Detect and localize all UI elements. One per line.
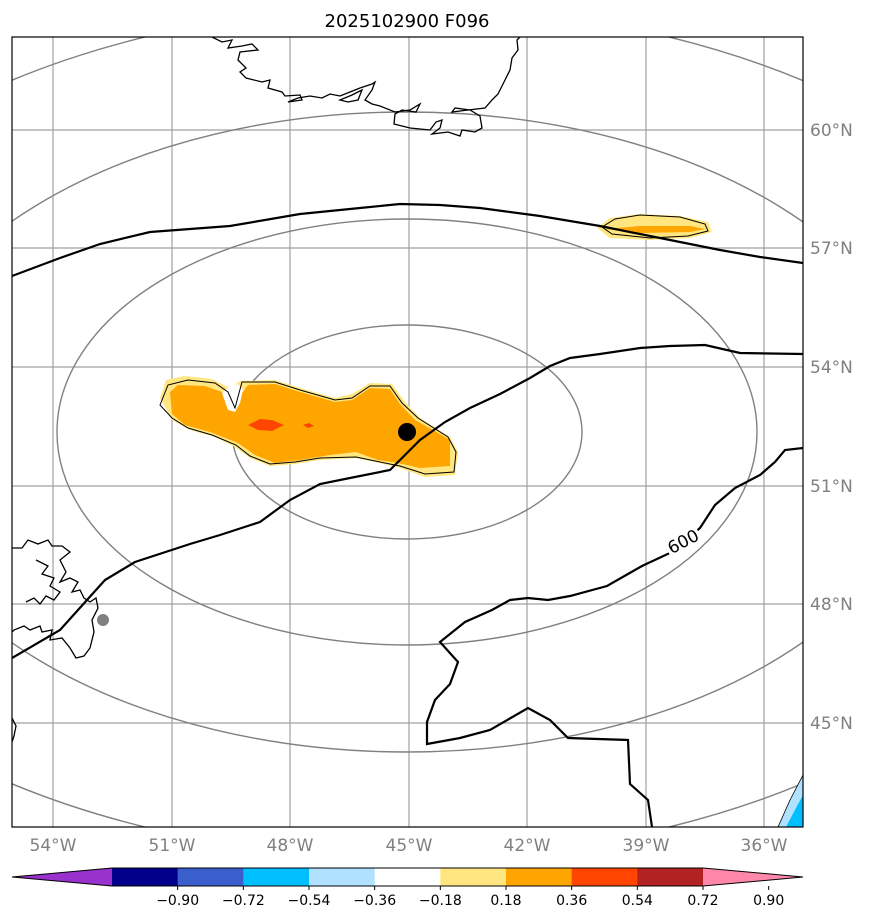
center-marker [398, 423, 416, 441]
anomaly-outline [159, 379, 457, 475]
lon-label-51w: 51°W [149, 836, 196, 856]
colorbar: −0.90 −0.72 −0.54 −0.36 −0.18 0.18 0.36 0.54 0.7… [11, 867, 804, 909]
colorbar-box [309, 868, 376, 886]
latitude-labels: 60°N 57°N 54°N 51°N 48°N 45°N [810, 121, 853, 734]
colorbar-tick-label: 0.18 [490, 893, 521, 909]
colorbar-box [571, 868, 638, 886]
lon-label-54w: 54°W [30, 836, 77, 856]
anomaly-level-red [248, 419, 284, 431]
lon-label-48w: 48°W [267, 836, 314, 856]
lon-label-45w: 45°W [386, 836, 433, 856]
se-anomaly-outline [777, 774, 803, 827]
colorbar-box [177, 868, 244, 886]
station-marker [97, 614, 109, 626]
colorbar-box [506, 868, 573, 886]
parallel-gridlines [12, 129, 803, 724]
lat-label-51n: 51°N [810, 477, 853, 497]
colorbar-box [440, 868, 507, 886]
lat-label-54n: 54°N [810, 358, 853, 378]
contour-middle [12, 343, 803, 659]
colorbar-tick-label: 0.72 [687, 893, 718, 909]
map-panel: 600 [12, 37, 803, 827]
lat-label-48n: 48°N [810, 595, 853, 615]
ne-anomaly-outline [601, 214, 709, 239]
colorbar-outline [11, 867, 804, 887]
figure-title: 2025102900 F096 [325, 11, 490, 32]
main-anomaly-shading [159, 376, 458, 477]
colorbar-extend-high [703, 868, 803, 886]
colorbar-tick-label: −0.18 [419, 893, 462, 909]
colorbar-tick-label: −0.54 [288, 893, 331, 909]
lon-label-42w: 42°W [504, 836, 551, 856]
west-edge-coastline [12, 717, 17, 743]
colorbar-box [374, 868, 441, 886]
newfoundland-inlet [25, 559, 61, 605]
southeast-corner-anomaly [777, 774, 803, 827]
lat-label-60n: 60°N [810, 121, 853, 141]
colorbar-tick-label: 0.54 [622, 893, 653, 909]
map-frame [11, 36, 804, 828]
colorbar-tick-label: 0.36 [556, 893, 587, 909]
se-anomaly-blue [786, 795, 803, 827]
contour-south [425, 446, 803, 827]
colorbar-box [243, 868, 310, 886]
height-contours [12, 202, 803, 827]
greenland-coastline [211, 37, 521, 137]
coastlines [12, 37, 521, 743]
colorbar-tick-label: −0.36 [353, 893, 396, 909]
contour-north [12, 202, 803, 278]
greenland-inner-lake [337, 88, 364, 103]
lon-label-39w: 39°W [623, 836, 670, 856]
anomaly-level-red-small [303, 423, 314, 428]
longitude-labels: 54°W 51°W 48°W 45°W 42°W 39°W 36°W [30, 836, 788, 856]
range-ring-2 [56, 218, 758, 646]
lat-label-57n: 57°N [810, 239, 853, 259]
range-ring-3 [12, 111, 803, 753]
colorbar-tick-label: 0.90 [753, 893, 784, 909]
colorbar-tick-label: −0.72 [222, 893, 265, 909]
lat-label-45n: 45°N [810, 714, 853, 734]
colorbar-box [637, 868, 704, 886]
newfoundland-coastline [12, 539, 99, 659]
colorbar-extend-low [12, 868, 112, 886]
colorbar-box [112, 868, 179, 886]
colorbar-tick-label: −0.90 [156, 893, 199, 909]
lon-label-36w: 36°W [741, 836, 788, 856]
